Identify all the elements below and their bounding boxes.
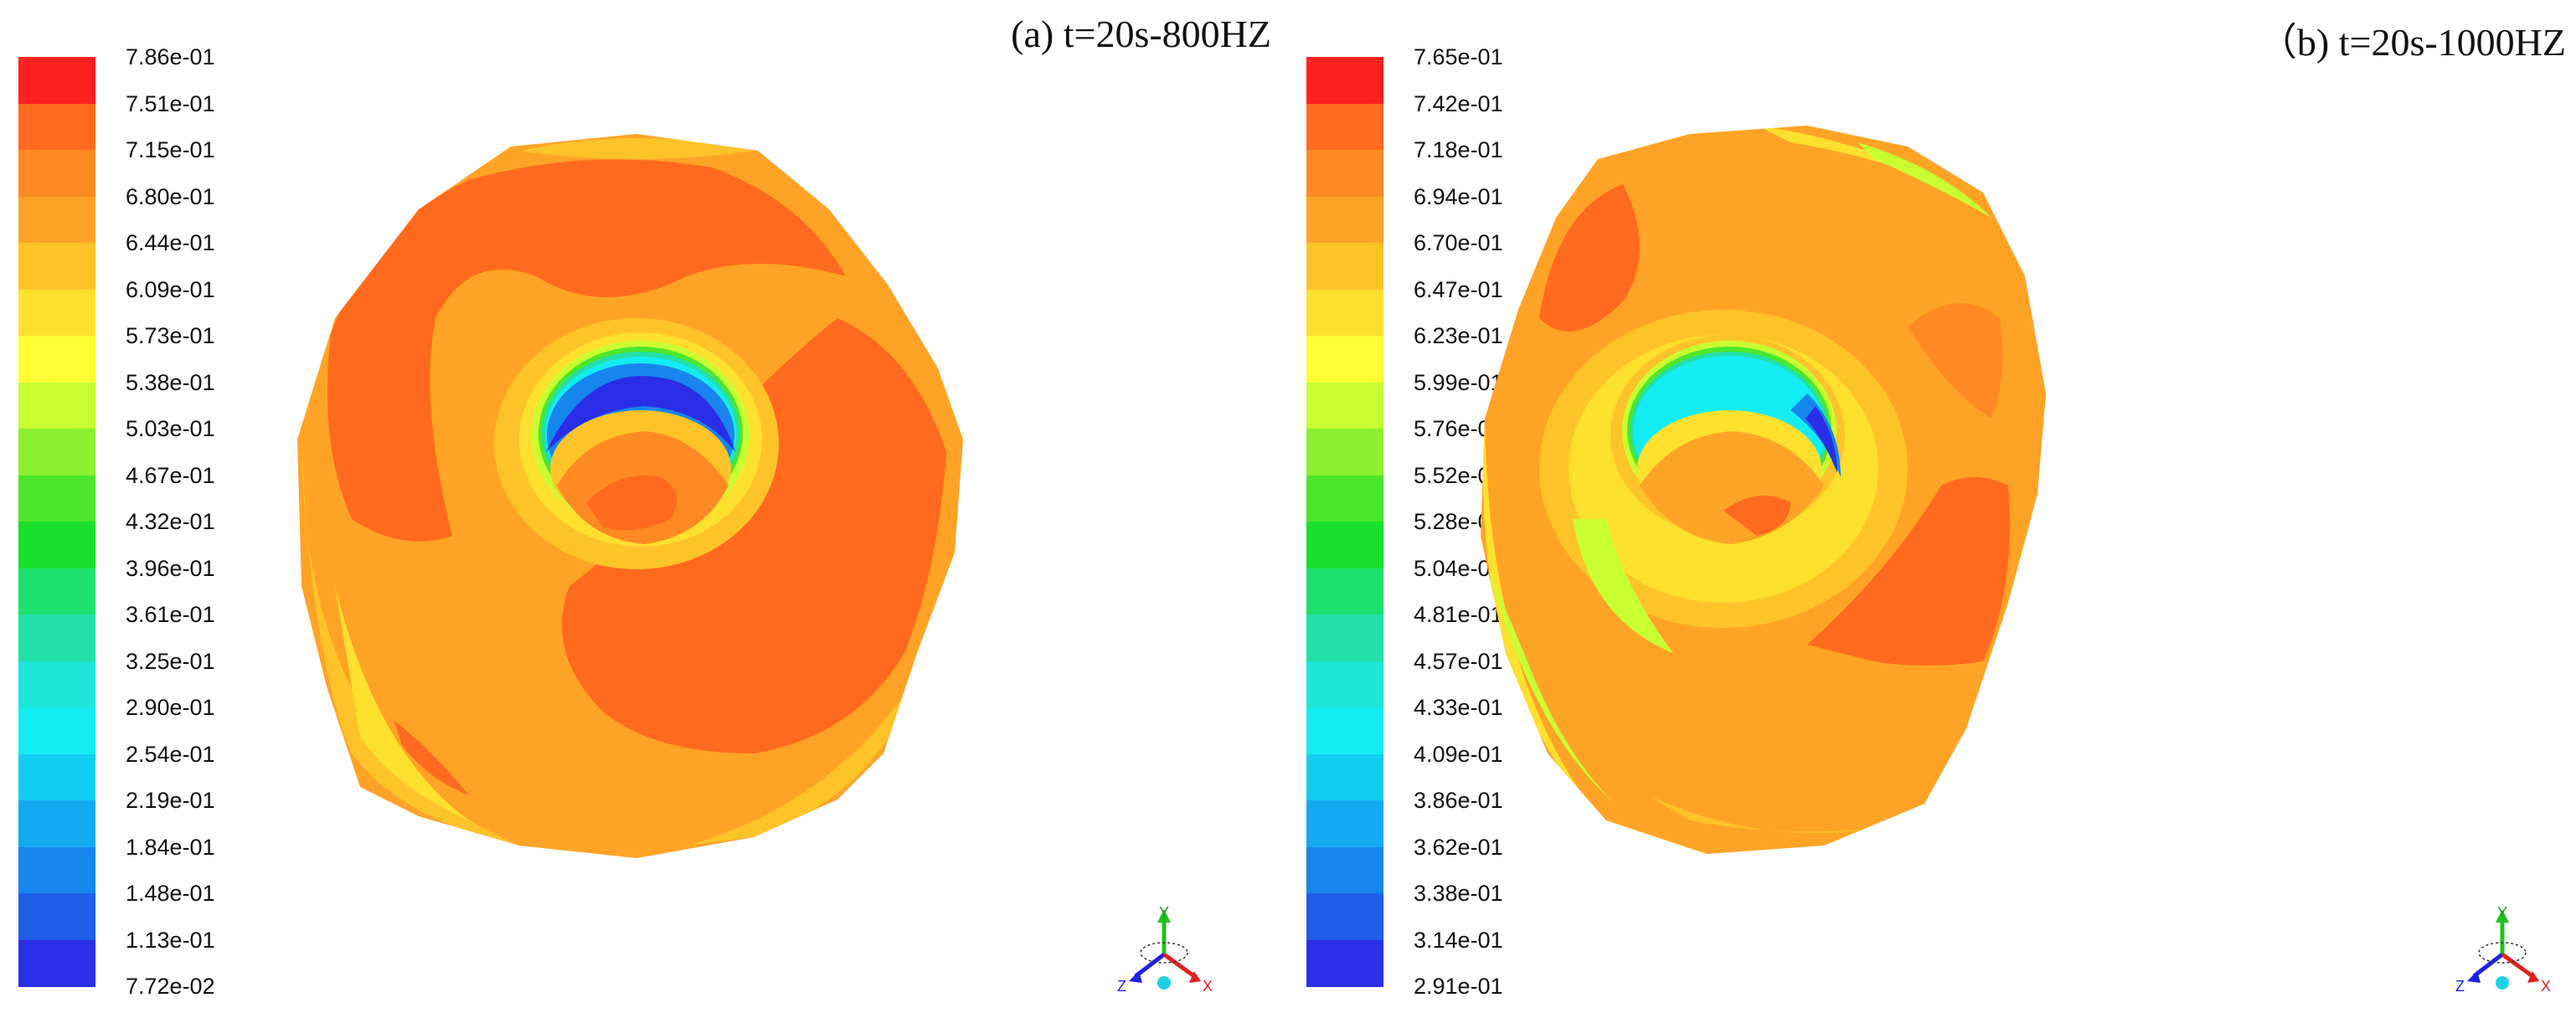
legend-swatch [1306, 522, 1383, 568]
legend-tick-label: 4.67e-01 [126, 462, 215, 488]
legend-tick-label: 6.80e-01 [126, 183, 215, 209]
legend-swatch [18, 893, 95, 940]
legend-swatch [1306, 893, 1383, 940]
legend-tick-label: 6.23e-01 [1414, 323, 1503, 348]
legend-tick-label: 3.62e-01 [1414, 834, 1503, 860]
legend-tick-label: 3.14e-01 [1414, 927, 1503, 953]
legend-tick-label: 3.25e-01 [126, 648, 215, 674]
legend-tick-label: 5.38e-01 [126, 369, 215, 395]
legend-swatch [18, 661, 95, 708]
legend-tick-label: 2.19e-01 [126, 788, 215, 813]
panel-b: （b) t=20s-1000HZ 7.65e-01 7.42e-01 7.18e-0… [1288, 0, 2576, 1013]
legend-swatch [1306, 289, 1383, 337]
x-axis-label: X [1203, 978, 1213, 995]
z-axis-label: Z [1117, 978, 1126, 995]
legend-tick-label: 4.57e-01 [1414, 648, 1503, 674]
legend-swatch [18, 475, 95, 522]
legend-tick-label: 3.38e-01 [1414, 881, 1503, 906]
legend-tick-label: 4.32e-01 [126, 509, 215, 534]
legend-tick-label: 7.86e-01 [126, 44, 215, 69]
legend-swatch [1306, 382, 1383, 429]
legend-tick-label: 1.84e-01 [126, 834, 215, 860]
legend-swatch [18, 846, 95, 894]
legend-tick-label: 3.61e-01 [126, 602, 215, 627]
legend-tick-label: 7.51e-01 [126, 90, 215, 116]
legend-tick-label: 7.72e-02 [126, 974, 215, 999]
legend-swatch [1306, 800, 1383, 847]
legend-swatch [1306, 196, 1383, 244]
legend-swatch [18, 800, 95, 847]
legend-swatch [1306, 429, 1383, 476]
legend-tick-label: 5.03e-01 [126, 416, 215, 441]
contour-plot [297, 134, 963, 858]
legend-tick-label: 6.47e-01 [1414, 276, 1503, 302]
legend-swatch [1306, 336, 1383, 383]
legend-tick-label: 2.54e-01 [126, 741, 215, 767]
axis-triad: Y Z X [2455, 904, 2551, 995]
legend-tick-label: 6.09e-01 [126, 276, 215, 302]
legend-swatch [18, 336, 95, 383]
panel-title: (a) t=20s-800HZ [1011, 13, 1271, 55]
legend-swatch [1306, 939, 1383, 987]
legend-tick-label: 7.18e-01 [1414, 137, 1503, 162]
legend-swatch [18, 103, 95, 151]
legend-swatch [18, 429, 95, 476]
legend-tick-label: 1.48e-01 [126, 881, 215, 906]
legend-tick-label: 3.86e-01 [1414, 788, 1503, 813]
legend-tick-label: 5.99e-01 [1414, 369, 1503, 395]
legend-swatch [18, 614, 95, 661]
legend-swatch [18, 57, 95, 104]
legend-tick-label: 6.70e-01 [1414, 230, 1503, 255]
legend-tick-label: 7.65e-01 [1414, 44, 1503, 69]
legend-tick-label: 4.09e-01 [1414, 741, 1503, 767]
legend-swatch [1306, 614, 1383, 661]
legend-tick-label: 4.81e-01 [1414, 602, 1503, 627]
y-axis-label: Y [2497, 904, 2507, 921]
legend-tick-label: 7.42e-01 [1414, 90, 1503, 116]
legend-tick-label: 5.73e-01 [126, 323, 215, 348]
legend-swatch [1306, 753, 1383, 801]
legend-swatch [18, 568, 95, 615]
panel-title: （b) t=20s-1000HZ [2258, 21, 2566, 64]
legend-swatch [18, 753, 95, 801]
legend-swatch [1306, 475, 1383, 522]
x-axis-label: X [2541, 978, 2551, 995]
legend-swatch [1306, 707, 1383, 754]
z-axis-label: Z [2455, 978, 2465, 995]
legend-swatch [18, 289, 95, 337]
legend-swatch [1306, 243, 1383, 290]
legend-tick-label: 6.44e-01 [126, 230, 215, 255]
legend-swatch [18, 707, 95, 754]
legend-swatch [18, 522, 95, 568]
legend-swatch [1306, 846, 1383, 894]
y-axis-label: Y [1159, 904, 1169, 921]
legend-swatch [1306, 568, 1383, 615]
legend-swatch [1306, 661, 1383, 708]
legend-swatch [18, 196, 95, 244]
axis-triad: Y Z X [1117, 904, 1213, 995]
contour-plot [1481, 126, 2046, 854]
legend-tick-label: 7.15e-01 [126, 137, 215, 162]
panel-a: (a) t=20s-800HZ 7.86e-01 7.51e-01 7.15e-01… [18, 13, 1271, 999]
legend-swatch [18, 150, 95, 197]
legend-swatch [18, 382, 95, 429]
legend-tick-label: 1.13e-01 [126, 927, 215, 953]
legend-swatch [18, 939, 95, 987]
legend-tick-label: 2.90e-01 [126, 695, 215, 720]
legend-tick-label: 4.33e-01 [1414, 695, 1503, 720]
legend-tick-label: 2.91e-01 [1414, 974, 1503, 999]
legend-tick-label: 3.96e-01 [126, 555, 215, 581]
legend-tick-label: 6.94e-01 [1414, 183, 1503, 209]
legend-swatch [1306, 150, 1383, 197]
legend-swatch [1306, 57, 1383, 104]
legend-swatch [18, 243, 95, 290]
legend-swatch [1306, 103, 1383, 151]
